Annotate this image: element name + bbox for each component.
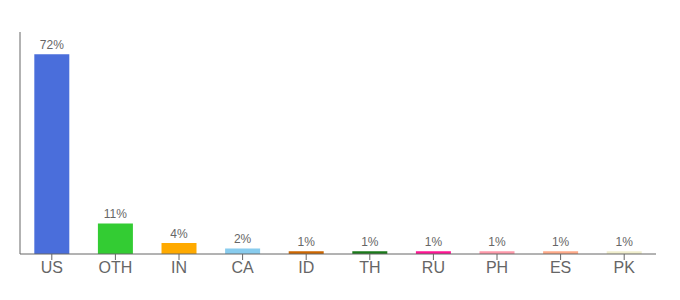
svg-text:1%: 1% <box>616 235 634 249</box>
svg-text:4%: 4% <box>170 227 188 241</box>
svg-text:1%: 1% <box>298 235 316 249</box>
svg-text:ID: ID <box>298 259 314 276</box>
svg-text:72%: 72% <box>40 38 64 52</box>
svg-text:1%: 1% <box>488 235 506 249</box>
svg-text:OTH: OTH <box>99 259 133 276</box>
svg-text:1%: 1% <box>361 235 379 249</box>
svg-text:11%: 11% <box>104 207 127 221</box>
svg-text:PH: PH <box>486 259 508 276</box>
svg-text:RU: RU <box>422 259 445 276</box>
svg-text:CA: CA <box>231 259 254 276</box>
svg-text:PK: PK <box>614 259 636 276</box>
svg-text:IN: IN <box>171 259 187 276</box>
svg-text:2%: 2% <box>234 232 252 246</box>
svg-text:US: US <box>41 259 63 276</box>
svg-text:1%: 1% <box>552 235 570 249</box>
svg-text:TH: TH <box>359 259 380 276</box>
svg-text:ES: ES <box>550 259 571 276</box>
svg-text:1%: 1% <box>425 235 443 249</box>
